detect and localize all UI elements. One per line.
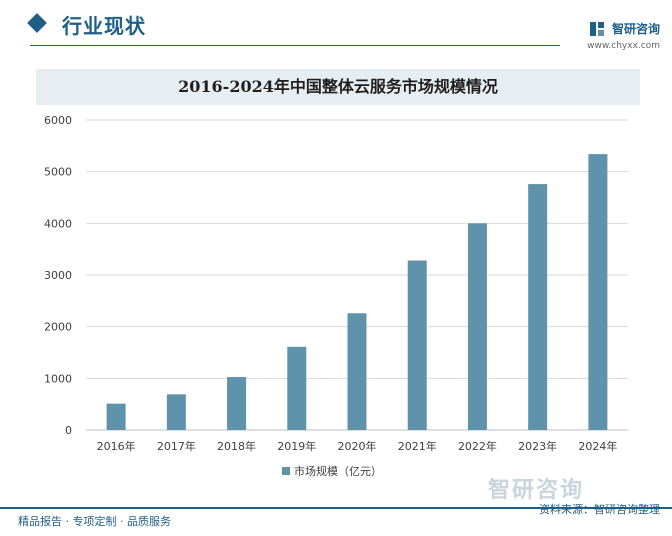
watermark-logo: 智研咨询 (488, 478, 585, 503)
footer-source: 资料来源：智研咨询整理 (539, 503, 660, 516)
bar (588, 154, 608, 430)
legend-label: 市场规模（亿元） (294, 464, 382, 478)
x-tick-label: 2020年 (338, 439, 377, 453)
y-tick-label: 3000 (44, 269, 72, 282)
y-tick-label: 0 (65, 424, 72, 437)
y-tick-label: 4000 (44, 217, 72, 230)
x-tick-label: 2022年 (458, 439, 497, 453)
bar (528, 184, 548, 430)
y-tick-label: 6000 (44, 114, 72, 127)
chart-title: 2016-2024年中国整体云服务市场规模情况 (36, 69, 640, 105)
x-tick-label: 2024年 (578, 439, 617, 453)
legend-swatch (282, 467, 290, 475)
bar-chart: 0 1000 2000 3000 4000 5000 6000 2016年 2017年 2018年… (44, 114, 628, 478)
section-title: 行业现状 (62, 14, 146, 38)
header: 行业现状 智研咨询 www.chyxx.com (0, 0, 672, 51)
x-tick-label: 2019年 (277, 439, 316, 453)
footer-tagline: 精品报告 · 专项定制 · 品质服务 (18, 515, 171, 528)
x-tick-label: 2016年 (97, 439, 136, 453)
y-tick-label: 1000 (44, 372, 72, 385)
header-divider (30, 45, 560, 46)
y-tick-label: 5000 (44, 166, 72, 179)
x-tick-label: 2021年 (398, 439, 437, 453)
bar (166, 394, 186, 430)
brand-logo-icon (589, 21, 604, 36)
footer-divider (0, 507, 672, 509)
bar (227, 377, 247, 430)
brand-url: www.chyxx.com (587, 41, 660, 51)
bar (347, 313, 367, 430)
bar (467, 223, 487, 430)
brand: 智研咨询 www.chyxx.com (587, 18, 660, 51)
bar (287, 346, 307, 430)
bar (106, 403, 126, 430)
x-tick-label: 2017年 (157, 439, 196, 453)
x-tick-label: 2023年 (518, 439, 557, 453)
x-tick-label: 2018年 (217, 439, 256, 453)
bar (407, 260, 427, 430)
brand-name: 智研咨询 (611, 22, 660, 36)
y-tick-label: 2000 (44, 321, 72, 334)
